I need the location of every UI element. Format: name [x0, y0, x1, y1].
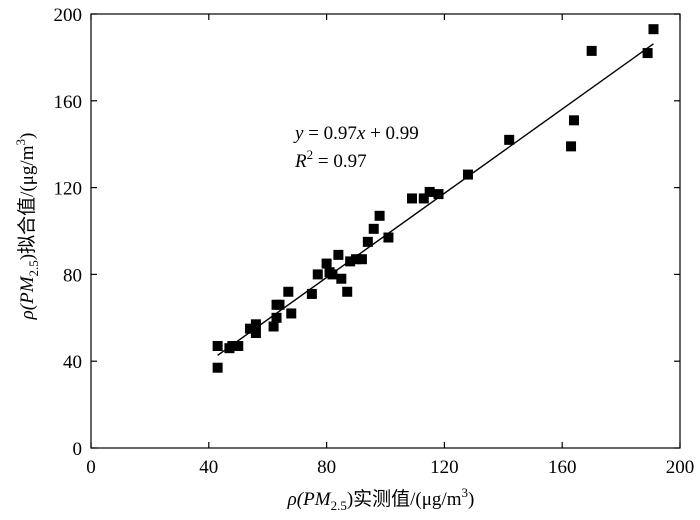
data-point: [212, 341, 223, 352]
r-symbol: R: [294, 151, 307, 172]
equation-intercept: + 0.99: [365, 123, 418, 144]
data-point: [433, 189, 444, 200]
plot-frame: [90, 13, 681, 449]
data-point: [286, 308, 297, 319]
data-point: [586, 45, 597, 56]
data-point: [504, 134, 515, 145]
x-tick-label: 0: [86, 457, 96, 478]
data-point: [383, 232, 394, 243]
x-tick-label: 200: [666, 457, 695, 478]
x-tick-label: 120: [430, 457, 459, 478]
x-title-prefix: ρ(PM: [287, 489, 332, 510]
data-point: [271, 312, 282, 323]
y-title-prefix: ρ(PM: [17, 275, 38, 320]
data-point: [424, 186, 435, 197]
data-point: [368, 223, 379, 234]
data-point: [268, 321, 279, 332]
data-point: [227, 341, 238, 352]
data-point: [306, 288, 317, 299]
fit-layer: [217, 43, 654, 356]
equation-slope: = 0.97: [303, 123, 356, 144]
y-tick-label: 80: [63, 265, 82, 286]
y-title-end: ): [17, 133, 38, 139]
data-point: [642, 48, 653, 59]
y-title-superscript: 3: [13, 139, 28, 146]
data-point: [212, 362, 223, 373]
data-point: [312, 269, 323, 280]
data-point: [245, 323, 256, 334]
data-point: [407, 193, 418, 204]
data-point: [250, 327, 261, 338]
y-tick-label: 200: [54, 5, 83, 26]
ticks-layer: 0 40 80 120 160 200 0 40 80 120 160 200: [54, 5, 695, 478]
data-point: [351, 254, 362, 265]
data-point: [327, 269, 338, 280]
r-superscript: 2: [307, 147, 314, 162]
x-title-end: ): [468, 489, 474, 510]
x-tick-label: 80: [317, 457, 336, 478]
x-axis-title: ρ(PM2.5)实测值/(μg/m3): [287, 485, 475, 513]
x-title-superscript: 3: [462, 485, 469, 500]
data-point: [233, 341, 244, 352]
y-axis-title: ρ(PM2.5)拟合值/(μg/m3): [13, 133, 41, 321]
y-tick-label: 0: [73, 439, 83, 460]
data-point: [418, 193, 429, 204]
y-tick-label: 40: [63, 352, 82, 373]
x-title-subscript: 2.5: [331, 498, 347, 513]
data-point: [333, 249, 344, 260]
data-point: [342, 286, 353, 297]
data-point: [374, 210, 385, 221]
data-point: [356, 254, 367, 265]
fit-line: [217, 43, 654, 356]
y-tick-label: 160: [54, 92, 83, 113]
data-point: [283, 286, 294, 297]
r-value: = 0.97: [313, 151, 366, 172]
data-point: [321, 258, 332, 269]
y-tick-label: 120: [54, 179, 83, 200]
x-tick-label: 160: [548, 457, 577, 478]
data-point: [648, 24, 659, 35]
equation-y: y: [293, 123, 304, 144]
data-point: [345, 256, 356, 267]
data-point: [568, 115, 579, 126]
y-title-subscript: 2.5: [26, 260, 41, 276]
points-layer: [212, 24, 659, 373]
x-tick-label: 40: [199, 457, 218, 478]
equation-x: x: [356, 123, 366, 144]
data-point: [462, 169, 473, 180]
data-point: [336, 273, 347, 284]
data-point: [362, 236, 373, 247]
fit-equation: y = 0.97x + 0.99: [293, 123, 419, 144]
data-point: [274, 299, 285, 310]
data-point: [566, 141, 577, 152]
r-squared: R2 = 0.97: [294, 147, 367, 172]
y-title-middle: )拟合值/(μg/m: [16, 145, 38, 260]
data-point: [250, 319, 261, 330]
x-title-middle: )实测值/(μg/m: [347, 488, 462, 510]
